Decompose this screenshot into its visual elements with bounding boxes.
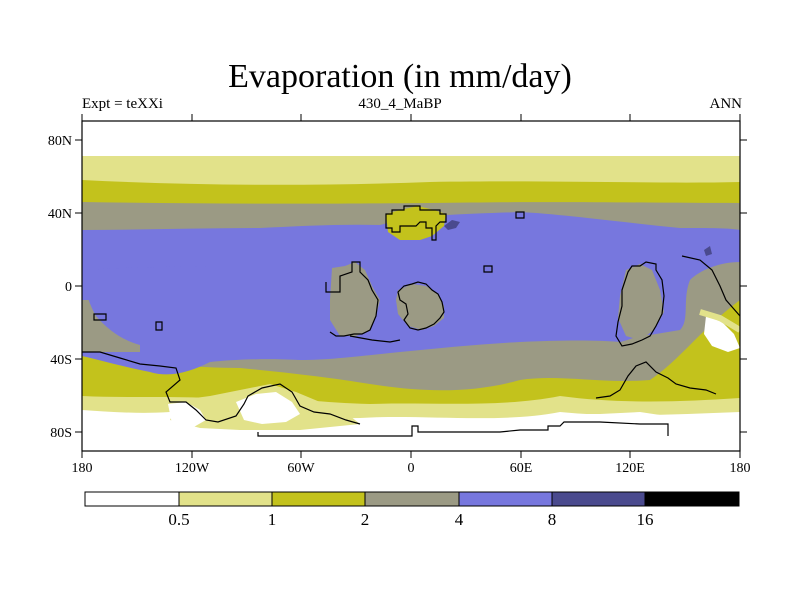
coastal-gray-west bbox=[82, 282, 140, 352]
y-tick-label: 40N bbox=[48, 207, 72, 222]
x-tick-label: 60W bbox=[287, 461, 315, 476]
x-tick-label: 0 bbox=[408, 461, 415, 476]
coast-east-rim bbox=[681, 255, 740, 317]
dark-blue-patch-2 bbox=[704, 246, 712, 256]
landmass-south-pole-interior bbox=[236, 392, 300, 424]
coast-islands-4 bbox=[515, 211, 525, 219]
coast-south-strip bbox=[257, 421, 669, 437]
x-tick-label: 180 bbox=[730, 461, 751, 476]
landmass-east-tip bbox=[704, 316, 740, 352]
landmass-south-east bbox=[552, 412, 700, 436]
coast-north-land bbox=[385, 205, 447, 241]
landmass-east bbox=[618, 264, 664, 340]
landmass-east-tip-rim bbox=[699, 309, 740, 333]
y-tick-label: 0 bbox=[65, 280, 72, 295]
coastlines bbox=[82, 205, 740, 437]
map-title: Evaporation (in mm/day) bbox=[228, 58, 572, 95]
x-tick-label: 120W bbox=[175, 461, 210, 476]
colorbar-label: 1 bbox=[268, 510, 277, 529]
colorbar-label: 8 bbox=[548, 510, 557, 529]
colorbar-box bbox=[271, 491, 366, 507]
y-tick-label: 80S bbox=[50, 426, 72, 441]
colorbar-box bbox=[178, 491, 273, 507]
colorbar-label: 4 bbox=[455, 510, 464, 529]
coast-islands-2 bbox=[155, 321, 163, 331]
coast-southern-arc bbox=[349, 335, 401, 343]
experiment-label: Expt = teXXi bbox=[82, 96, 163, 112]
colorbar-box bbox=[84, 491, 180, 507]
x-tick-label: 180 bbox=[72, 461, 93, 476]
x-tick-label: 120E bbox=[615, 461, 645, 476]
colorbar-label: 16 bbox=[637, 510, 654, 529]
season-label: ANN bbox=[709, 96, 743, 112]
coast-east bbox=[615, 261, 665, 347]
colorbar-box bbox=[644, 491, 740, 507]
coast-south-west bbox=[82, 351, 361, 425]
period-label: 430_4_MaBP bbox=[358, 96, 442, 112]
dark-blue-patch-1 bbox=[444, 220, 460, 230]
x-tick-label: 60E bbox=[510, 461, 533, 476]
coast-africa bbox=[397, 281, 445, 331]
landmass-north bbox=[386, 206, 446, 240]
colorbar-box bbox=[458, 491, 553, 507]
colorbar-box bbox=[364, 491, 460, 507]
coast-south-east bbox=[595, 361, 717, 399]
y-tick-label: 80N bbox=[48, 134, 72, 149]
colorbar-label: 2 bbox=[361, 510, 370, 529]
colorbar-label: 0.5 bbox=[168, 510, 189, 529]
landmass-americas bbox=[330, 262, 380, 336]
evaporation-field bbox=[82, 121, 740, 451]
coast-americas bbox=[325, 261, 379, 337]
tick-marks bbox=[75, 114, 747, 458]
coast-islands-1 bbox=[93, 313, 107, 321]
band-blue-equatorial bbox=[82, 266, 330, 300]
landmass-africa bbox=[396, 284, 444, 330]
colorbar: 0.5 1 2 4 8 16 bbox=[84, 491, 740, 529]
landmass-south-west bbox=[168, 402, 206, 428]
y-tick-label: 40S bbox=[50, 353, 72, 368]
colorbar-box bbox=[551, 491, 646, 507]
coast-islands-3 bbox=[483, 265, 493, 273]
